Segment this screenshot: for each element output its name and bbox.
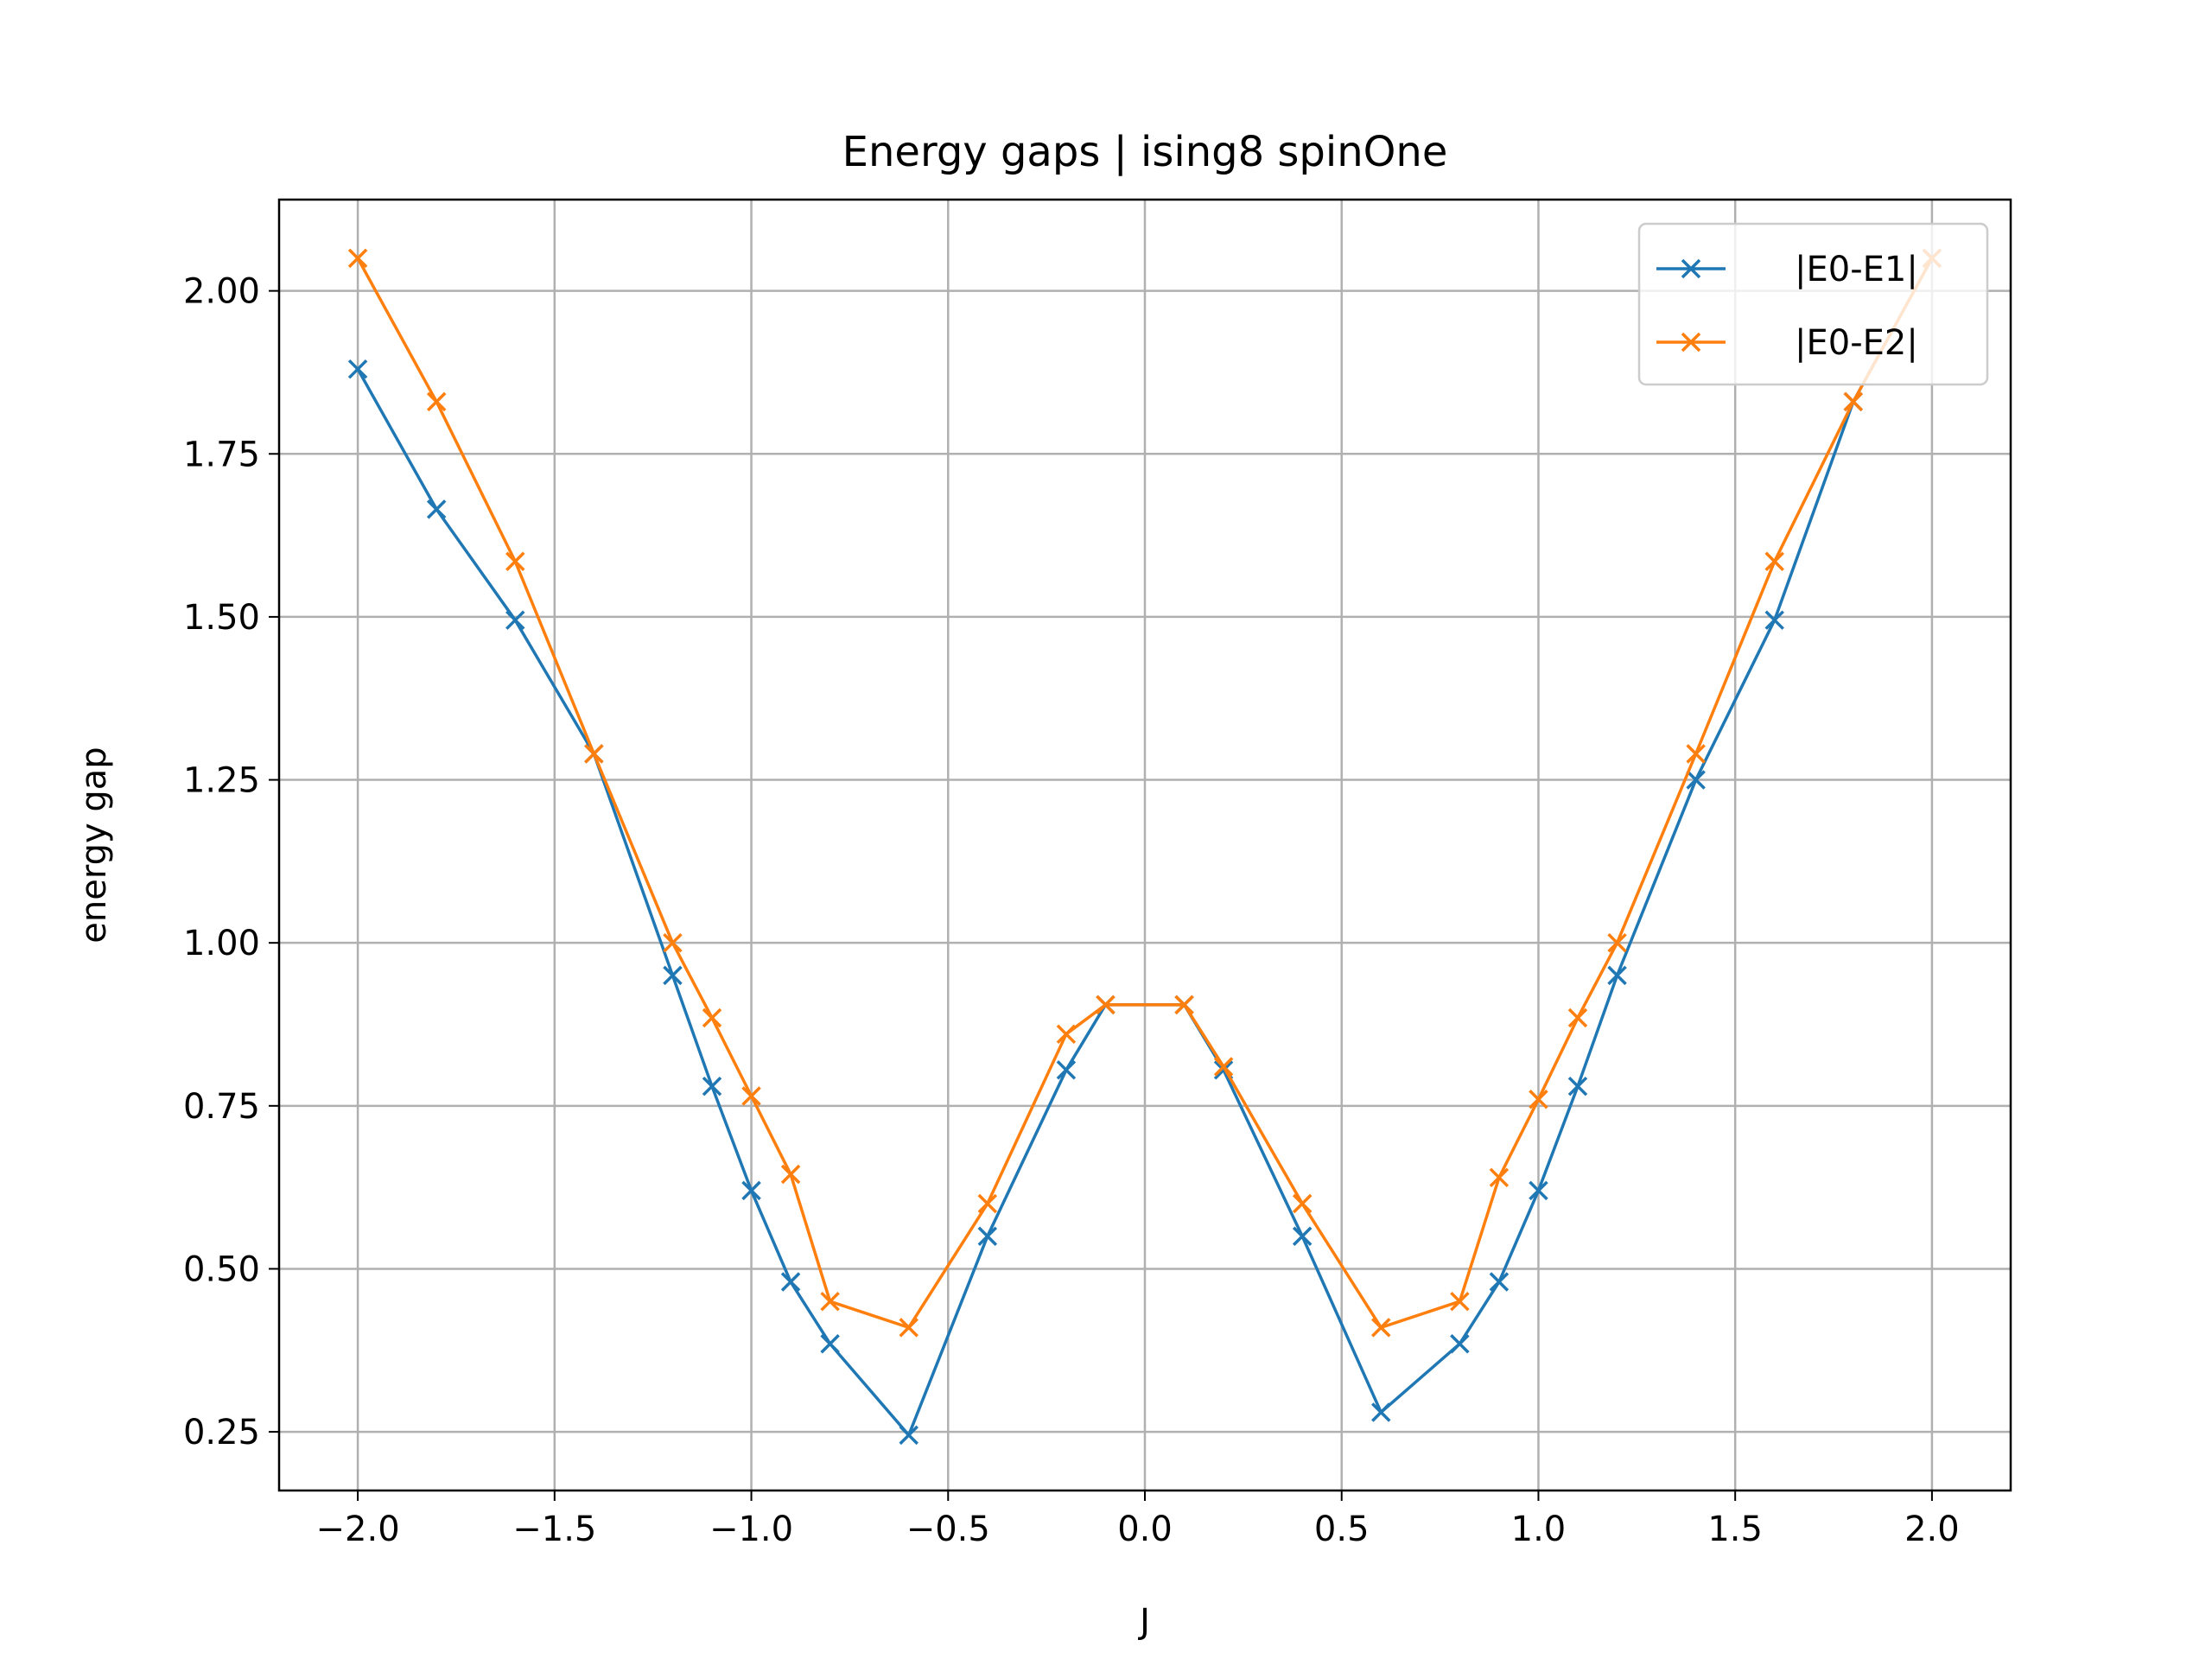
data-point-marker <box>1371 1402 1391 1422</box>
y-tick-label: 1.75 <box>183 435 260 474</box>
data-point-marker <box>1567 1076 1588 1096</box>
data-point-marker <box>820 1333 840 1354</box>
x-tick-label: −1.5 <box>512 1510 596 1549</box>
x-tick-label: −2.0 <box>316 1510 400 1549</box>
data-point-marker <box>899 1318 918 1338</box>
data-point-marker <box>1371 1318 1391 1338</box>
data-point-marker <box>1686 770 1706 790</box>
data-point-marker <box>1450 1333 1470 1354</box>
data-point-marker <box>1056 1024 1077 1045</box>
data-point-marker <box>347 248 368 269</box>
data-point-marker <box>505 610 525 630</box>
legend-label: |E0-E1| <box>1795 250 1918 289</box>
data-point-marker <box>702 1076 722 1096</box>
legend-marker <box>1681 332 1701 353</box>
grid <box>279 200 2011 1491</box>
data-point-marker <box>780 1272 801 1292</box>
y-tick-label: 1.00 <box>183 924 260 963</box>
data-point-marker <box>1292 1226 1313 1246</box>
data-point-marker <box>1567 1007 1588 1028</box>
x-tick-label: −0.5 <box>906 1510 990 1549</box>
y-tick-label: 1.25 <box>183 761 260 801</box>
data-point-marker <box>741 1086 761 1106</box>
data-point-marker <box>1686 744 1706 764</box>
y-tick-label: 1.50 <box>183 598 260 638</box>
legend-box <box>1637 222 1989 386</box>
data-point-marker <box>1764 610 1784 630</box>
data-point-marker <box>820 1291 840 1312</box>
x-tick-label: 1.0 <box>1511 1510 1567 1549</box>
data-point-marker <box>1489 1167 1510 1188</box>
data-point-marker <box>1096 995 1116 1015</box>
data-point-marker <box>780 1164 801 1185</box>
data-point-marker <box>426 499 447 519</box>
y-tick-label: 0.25 <box>183 1413 260 1452</box>
y-tick-label: 0.50 <box>183 1249 260 1289</box>
data-point-marker <box>663 932 683 953</box>
axis-ticks: −2.0 −1.5 −1.0 −0.5 0.0 0.5 1.0 1.5 2.0 0.25 0.50 0… <box>183 272 1960 1549</box>
legend-label: |E0-E2| <box>1795 323 1918 363</box>
data-point-marker <box>702 1007 722 1028</box>
series-2 <box>347 248 1942 1338</box>
y-tick-label: 2.00 <box>183 272 260 312</box>
data-point-marker <box>899 1425 918 1446</box>
data-point-marker <box>1174 995 1194 1015</box>
data-point-marker <box>977 1226 998 1246</box>
data-point-marker <box>1489 1272 1510 1292</box>
data-point-marker <box>505 551 525 572</box>
x-tick-label: −1.0 <box>709 1510 793 1549</box>
legend-marker <box>1681 258 1701 279</box>
data-point-marker <box>584 744 604 764</box>
series-line <box>356 257 1934 1330</box>
x-tick-label: 0.5 <box>1314 1510 1370 1549</box>
y-axis-label: energy gap <box>74 747 114 943</box>
data-point-marker <box>1529 1180 1548 1201</box>
data-point-marker <box>1450 1291 1470 1312</box>
x-tick-label: 1.5 <box>1707 1510 1763 1549</box>
data-point-marker <box>1213 1057 1234 1077</box>
data-point-marker <box>426 391 447 412</box>
plot-series <box>347 248 1942 1446</box>
x-tick-label: 2.0 <box>1904 1510 1960 1549</box>
data-point-marker <box>1607 965 1627 986</box>
data-point-marker <box>1764 551 1784 572</box>
data-point-marker <box>1056 1060 1077 1080</box>
data-point-marker <box>977 1193 998 1214</box>
y-tick-label: 0.75 <box>183 1087 260 1127</box>
data-point-marker <box>663 965 683 986</box>
data-point-marker <box>1607 932 1627 953</box>
legend: |E0-E1| |E0-E2| <box>1637 222 1989 386</box>
data-point-marker <box>347 359 368 379</box>
data-point-marker <box>1292 1193 1313 1214</box>
data-point-marker <box>741 1180 761 1201</box>
x-tick-label: 0.0 <box>1117 1510 1173 1549</box>
chart-title: Energy gaps | ising8 spinOne <box>842 128 1448 176</box>
x-axis-label: J <box>1137 1602 1150 1642</box>
data-point-marker <box>1843 391 1864 412</box>
data-point-marker <box>1529 1090 1548 1109</box>
